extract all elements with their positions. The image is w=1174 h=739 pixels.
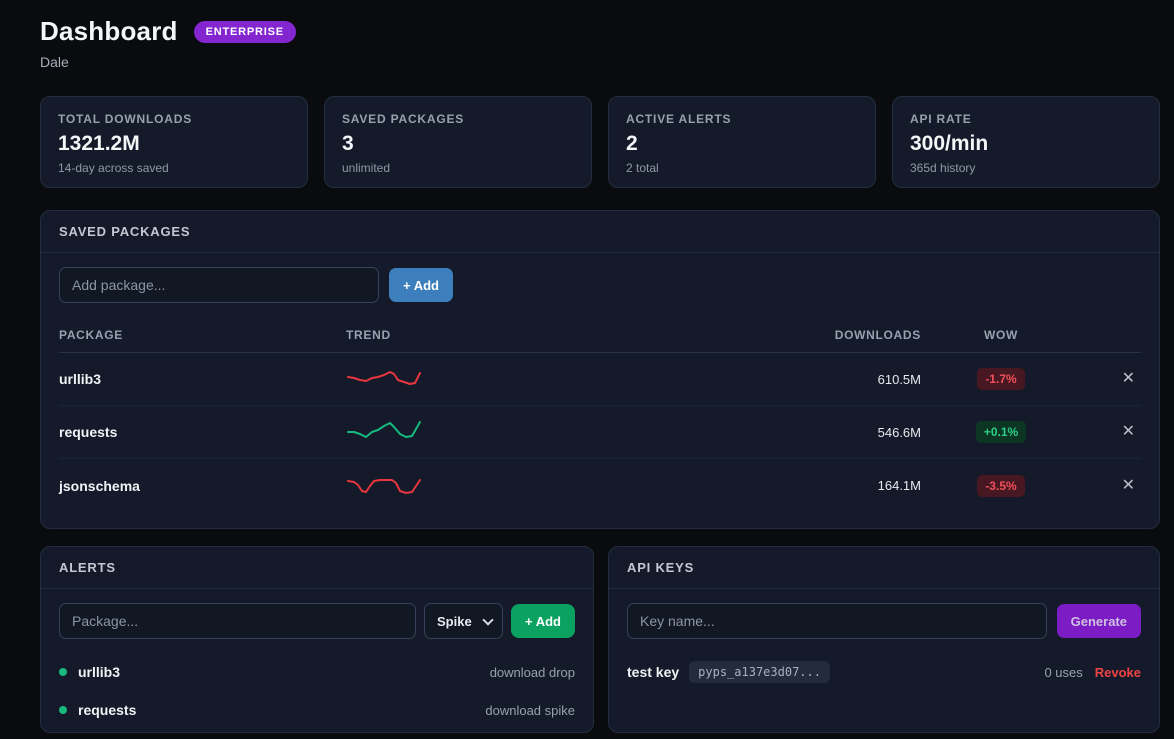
trend-sparkline — [346, 417, 601, 447]
stat-sub: 14-day across saved — [58, 161, 169, 175]
alert-package-name: requests — [78, 702, 137, 718]
api-key-token: pyps_a137e3d07... — [689, 661, 830, 683]
remove-package-button[interactable]: ✕ — [1121, 370, 1135, 387]
api-key-uses: 0 uses — [1044, 664, 1083, 680]
add-package-button[interactable]: + Add — [389, 268, 453, 302]
status-dot-icon — [59, 706, 67, 714]
downloads-value: 546.6M — [877, 424, 921, 440]
add-package-input[interactable] — [59, 267, 379, 303]
stat-sub: unlimited — [342, 161, 391, 175]
package-name: urllib3 — [59, 371, 102, 387]
column-downloads: DOWNLOADS — [834, 327, 921, 342]
alerts-title: ALERTS — [41, 547, 593, 589]
alerts-panel: ALERTS Spike + Add urllib3 — [40, 546, 594, 733]
stat-card-api-rate: API RATE 300/min 365d history — [892, 96, 1160, 188]
saved-packages-title: SAVED PACKAGES — [41, 211, 1159, 253]
list-item-api-key: test key pyps_a137e3d07... 0 uses Revoke — [627, 655, 1141, 689]
page-header: Dashboard ENTERPRISE Dale — [40, 0, 1160, 70]
wow-badge: +0.1% — [975, 421, 1027, 443]
downloads-value: 610.5M — [877, 371, 921, 387]
list-item-alert-requests: requests download spike — [59, 691, 575, 729]
stat-card-active-alerts: ACTIVE ALERTS 2 2 total — [608, 96, 876, 188]
add-alert-button[interactable]: + Add — [511, 604, 575, 638]
api-keys-title: API KEYS — [609, 547, 1159, 589]
stat-card-saved-packages: SAVED PACKAGES 3 unlimited — [324, 96, 592, 188]
alert-package-input[interactable] — [59, 603, 416, 639]
key-name-input[interactable] — [627, 603, 1047, 639]
column-wow: WOW — [983, 327, 1019, 342]
column-package: PACKAGE — [59, 327, 124, 342]
alert-type-select[interactable]: Spike — [424, 603, 503, 639]
api-key-name: test key — [627, 664, 680, 680]
alert-package-name: urllib3 — [78, 664, 121, 680]
api-key-list: test key pyps_a137e3d07... 0 uses Revoke — [627, 655, 1141, 689]
remove-package-button[interactable]: ✕ — [1121, 423, 1135, 440]
table-row-requests: requests 546.6M +0.1% ✕ — [59, 406, 1141, 459]
enterprise-badge: ENTERPRISE — [193, 20, 296, 43]
stat-sub: 365d history — [910, 161, 976, 175]
wow-badge: -3.5% — [977, 474, 1025, 497]
alert-type-label: download spike — [485, 702, 575, 718]
package-name: jsonschema — [59, 477, 140, 494]
trend-sparkline — [346, 364, 601, 394]
user-subtitle: Dale — [40, 54, 69, 70]
alert-type-label: download drop — [489, 664, 575, 680]
stat-value: 300/min — [910, 132, 989, 155]
table-row-urllib3: urllib3 610.5M -1.7% ✕ — [59, 353, 1141, 406]
column-trend: TREND — [346, 327, 391, 342]
package-name: requests — [59, 424, 118, 440]
generate-key-button[interactable]: Generate — [1056, 604, 1141, 638]
alert-list: urllib3 download drop requests download … — [59, 653, 575, 729]
stat-sub: 2 total — [626, 161, 659, 175]
packages-table-header: PACKAGE TREND DOWNLOADS WOW — [59, 317, 1141, 353]
stat-label: ACTIVE ALERTS — [626, 112, 732, 126]
wow-badge: -1.7% — [977, 368, 1025, 390]
trend-sparkline — [346, 471, 601, 501]
stat-label: SAVED PACKAGES — [342, 112, 465, 126]
saved-packages-panel: SAVED PACKAGES + Add PACKAGE TREND DOWNL… — [40, 210, 1160, 529]
page-title: Dashboard — [40, 16, 178, 46]
stat-value: 1321.2M — [58, 132, 140, 155]
packages-table: PACKAGE TREND DOWNLOADS WOW urllib3 610.… — [59, 317, 1141, 512]
downloads-value: 164.1M — [877, 478, 921, 493]
stat-value: 3 — [342, 132, 354, 155]
stat-label: TOTAL DOWNLOADS — [58, 112, 192, 126]
remove-package-button[interactable]: ✕ — [1121, 476, 1135, 494]
stats-row: TOTAL DOWNLOADS 1321.2M 14-day across sa… — [40, 96, 1160, 188]
stat-label: API RATE — [910, 112, 972, 126]
list-item-alert-urllib3: urllib3 download drop — [59, 653, 575, 691]
stat-card-total-downloads: TOTAL DOWNLOADS 1321.2M 14-day across sa… — [40, 96, 308, 188]
api-keys-panel: API KEYS Generate test key pyps_a137e3d0… — [608, 546, 1160, 733]
status-dot-icon — [59, 668, 67, 676]
revoke-key-button[interactable]: Revoke — [1094, 664, 1141, 680]
table-row-jsonschema: jsonschema 164.1M -3.5% ✕ — [59, 459, 1141, 512]
stat-value: 2 — [626, 132, 638, 155]
